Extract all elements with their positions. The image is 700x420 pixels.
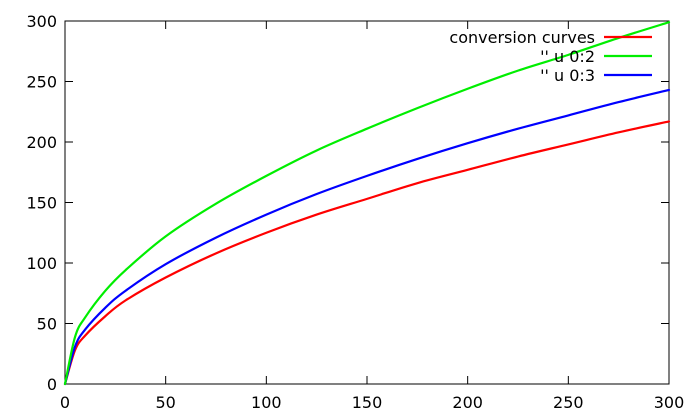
- series-line-3: [63, 88, 671, 386]
- x-tick-label: 50: [155, 393, 175, 412]
- x-tick-label: 150: [352, 393, 383, 412]
- y-tick-label: 300: [26, 12, 57, 31]
- x-tick-label: 100: [251, 393, 282, 412]
- legend-label-2: '' u 0:2: [540, 47, 595, 66]
- series-line-1: [63, 120, 671, 386]
- y-tick-label: 50: [37, 315, 57, 334]
- y-tick-label: 200: [26, 133, 57, 152]
- x-tick-label: 200: [452, 393, 483, 412]
- series-line-2: [63, 21, 671, 386]
- y-tick-label: 100: [26, 254, 57, 273]
- y-tick-label: 0: [47, 375, 57, 394]
- y-axis-ticks: 0 50 100 150 200 250 300: [26, 12, 669, 394]
- y-tick-label: 150: [26, 194, 57, 213]
- series-layer: [63, 21, 671, 386]
- y-tick-label: 250: [26, 73, 57, 92]
- x-tick-label: 300: [654, 393, 685, 412]
- legend: conversion curves'' u 0:2'' u 0:3: [449, 28, 652, 85]
- legend-label-1: conversion curves: [449, 28, 595, 47]
- x-tick-label: 250: [553, 393, 584, 412]
- x-axis-ticks: 0 50 100 150 200 250 300: [60, 21, 684, 412]
- x-tick-label: 0: [60, 393, 70, 412]
- legend-label-3: '' u 0:3: [540, 66, 595, 85]
